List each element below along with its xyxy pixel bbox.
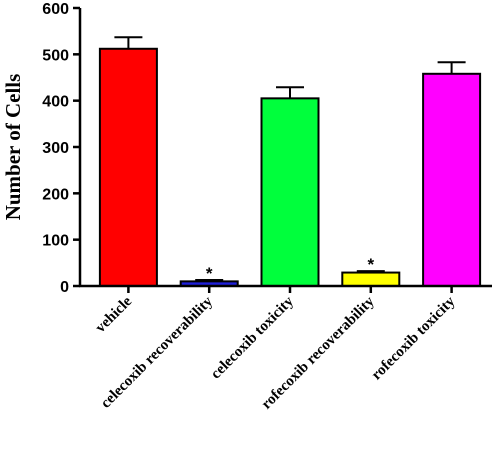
y-tick-label: 500 [42, 47, 69, 64]
bar [341, 271, 401, 287]
x-tick-label: vehicle [93, 293, 136, 336]
y-tick-label: 0 [60, 279, 69, 296]
x-tick-label: celecoxib toxicity [208, 293, 297, 382]
y-axis: 0 100 200 300 400 500 600 [42, 1, 82, 296]
y-axis-label: Number of Cells [1, 74, 25, 221]
bar [422, 72, 482, 287]
y-tick-label: 600 [42, 1, 69, 18]
y-tick-label: 300 [42, 140, 69, 157]
significance-marker: * [367, 255, 374, 274]
x-tick-label: rofecoxib toxicity [369, 293, 459, 383]
bars: * * [98, 36, 482, 288]
y-tick-label: 400 [42, 94, 69, 111]
y-tick-label: 100 [42, 233, 69, 250]
y-tick-label: 200 [42, 186, 69, 203]
bar [98, 47, 158, 288]
bar [260, 97, 320, 287]
significance-marker: * [206, 264, 213, 283]
